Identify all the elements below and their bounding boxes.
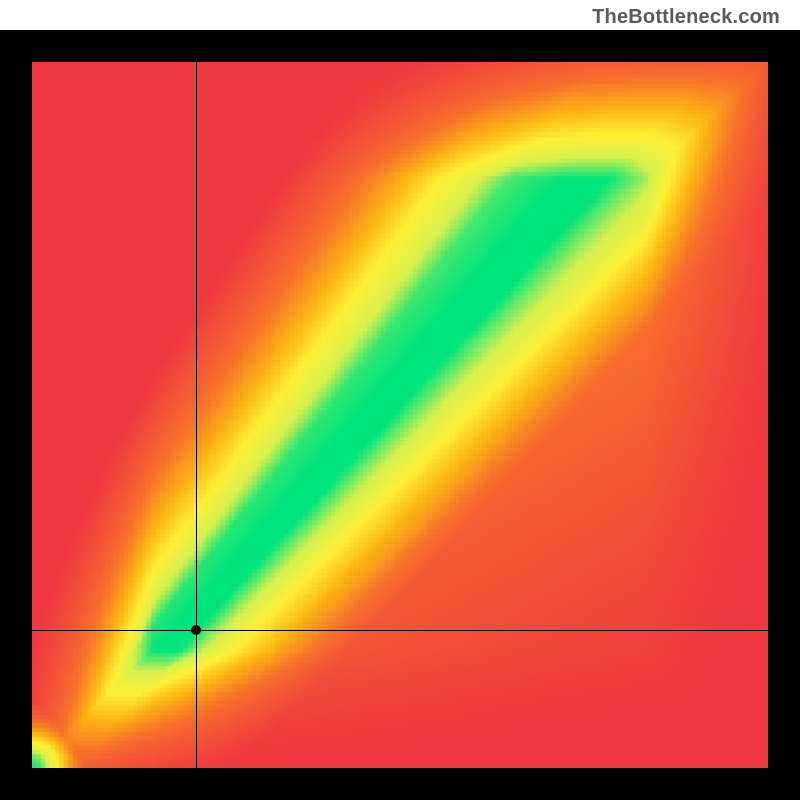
crosshair-horizontal	[32, 630, 768, 631]
crosshair-vertical	[196, 62, 197, 768]
attribution-text: TheBottleneck.com	[592, 6, 780, 29]
bottleneck-heatmap	[32, 62, 768, 768]
chart-container: TheBottleneck.com	[0, 0, 800, 800]
